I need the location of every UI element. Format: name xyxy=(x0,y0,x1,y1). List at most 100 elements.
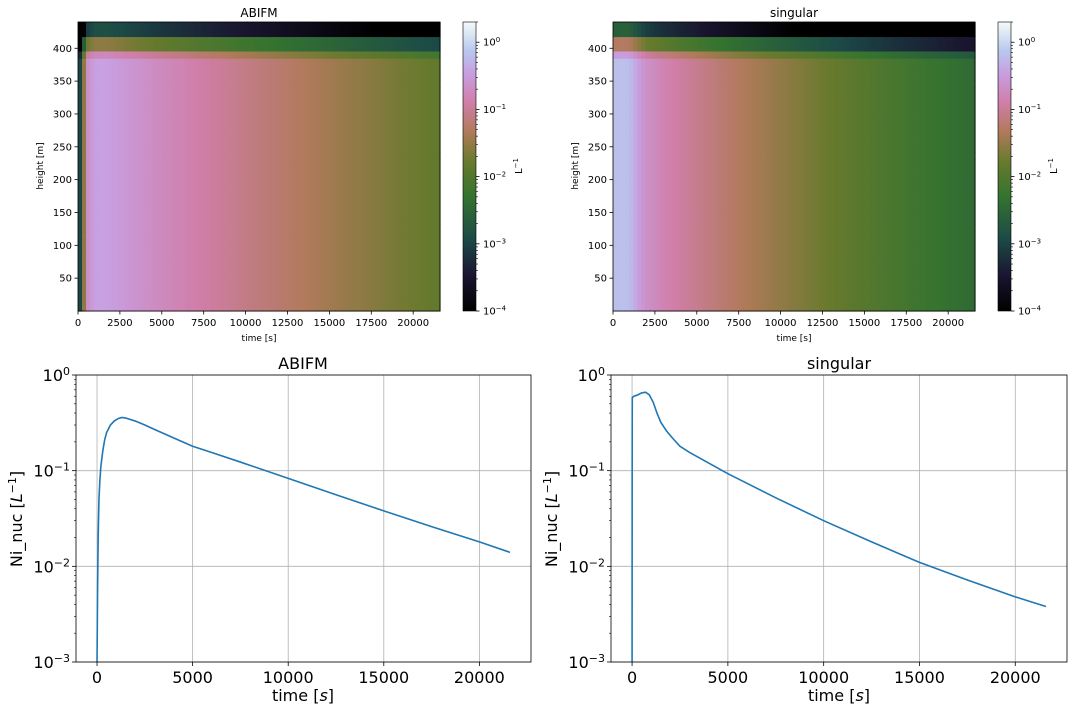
heatmap-cell xyxy=(106,267,111,276)
heatmap-cell xyxy=(238,36,244,45)
heatmap-cell xyxy=(970,303,976,312)
heatmap-cell xyxy=(822,267,827,276)
heatmap-cell xyxy=(142,238,147,247)
heatmap-cell xyxy=(794,245,799,254)
heatmap-cell xyxy=(399,65,405,74)
heatmap-cell xyxy=(866,245,872,254)
heatmap-cell xyxy=(303,29,308,38)
heatmap-cell xyxy=(134,296,139,305)
heatmap-cell xyxy=(158,123,164,131)
heatmap-cell xyxy=(259,58,264,66)
heatmap-cell xyxy=(741,303,747,312)
heatmap-cell xyxy=(383,65,389,74)
heatmap-cell xyxy=(874,267,880,276)
heatmap-cell xyxy=(391,296,397,305)
heatmap-cell xyxy=(271,130,276,139)
heatmap-cell xyxy=(170,123,176,131)
heatmap-cell xyxy=(387,29,393,38)
heatmap-cell xyxy=(745,296,751,305)
heatmap-cell xyxy=(158,173,164,182)
heatmap-cell xyxy=(218,224,224,233)
heatmap-cell xyxy=(637,267,642,276)
heatmap-cell xyxy=(303,137,308,146)
heatmap-cell xyxy=(818,231,823,240)
heatmap-cell xyxy=(395,267,401,276)
heatmap-cell xyxy=(395,289,401,298)
heatmap-cell xyxy=(174,303,180,312)
heatmap-cell xyxy=(966,296,972,305)
heatmap-cell xyxy=(118,188,123,196)
heatmap-cell xyxy=(962,238,968,247)
heatmap-cell xyxy=(230,22,236,30)
heatmap-cell xyxy=(323,224,328,233)
heatmap-cell xyxy=(319,144,324,153)
heatmap-cell xyxy=(254,195,260,204)
heatmap-cell xyxy=(629,267,634,276)
heatmap-cell xyxy=(769,209,775,218)
heatmap-cell xyxy=(287,29,292,38)
heatmap-cell xyxy=(271,72,276,81)
heatmap-cell xyxy=(202,50,208,59)
heatmap-cell xyxy=(415,94,421,103)
heatmap-cell xyxy=(419,87,425,95)
heatmap-cell xyxy=(222,79,228,88)
heatmap-cell xyxy=(665,282,670,290)
heatmap-cell xyxy=(299,253,304,262)
heatmap-cell xyxy=(198,159,204,168)
heatmap-cell xyxy=(423,65,429,74)
heatmap-cell xyxy=(82,209,87,218)
heatmap-cell xyxy=(685,303,691,312)
heatmap-cell xyxy=(802,303,807,312)
heatmap-cell xyxy=(685,238,691,247)
heatmap-cell xyxy=(359,195,365,204)
heatmap-cell xyxy=(371,274,377,283)
heatmap-cell xyxy=(431,123,437,131)
heatmap-cell xyxy=(681,289,686,298)
heatmap-cell xyxy=(174,195,180,204)
heatmap-cell xyxy=(363,137,369,146)
heatmap-cell xyxy=(331,137,337,146)
heatmap-cell xyxy=(222,58,228,66)
heatmap-cell xyxy=(242,209,248,218)
heatmap-cell xyxy=(942,303,948,312)
heatmap-cell xyxy=(202,166,208,175)
heatmap-cell xyxy=(617,274,622,283)
heatmap-cell xyxy=(351,166,357,175)
heatmap-cell xyxy=(98,217,103,225)
heatmap-cell xyxy=(902,209,908,218)
heatmap-cell xyxy=(773,224,779,233)
heatmap-cell xyxy=(170,130,176,139)
heatmap-cell xyxy=(435,94,441,103)
heatmap-cell xyxy=(375,289,381,298)
heatmap-cell xyxy=(166,180,172,189)
heatmap-cell xyxy=(966,238,972,247)
heatmap-cell xyxy=(411,238,417,247)
heatmap-cell xyxy=(86,22,91,30)
heatmap-cell xyxy=(259,188,264,196)
heatmap-cell xyxy=(431,65,437,74)
heatmap-cell xyxy=(222,137,228,146)
heatmap-cell xyxy=(415,209,421,218)
heatmap-cell xyxy=(218,87,224,95)
heatmap-cell xyxy=(633,224,638,233)
heatmap-cell xyxy=(190,22,196,30)
heatmap-cell xyxy=(311,115,316,124)
heatmap-cell xyxy=(403,180,409,189)
heatmap-cell xyxy=(214,123,220,131)
heatmap-cell xyxy=(375,253,381,262)
heatmap-cell xyxy=(363,65,369,74)
heatmap-cell xyxy=(818,267,823,276)
heatmap-cell xyxy=(126,253,131,262)
heatmap-cell xyxy=(78,22,83,30)
heatmap-cell xyxy=(230,180,236,189)
heatmap-cell xyxy=(150,238,156,247)
heatmap-cell xyxy=(753,289,759,298)
heatmap-cell xyxy=(182,152,188,160)
heatmap-cell xyxy=(411,296,417,305)
heatmap-cell xyxy=(926,231,932,240)
heatmap-cell xyxy=(170,29,176,38)
heatmap-cell xyxy=(242,202,248,211)
heatmap-cell xyxy=(226,267,232,276)
heatmap-cell xyxy=(351,195,357,204)
heatmap-cell xyxy=(158,29,164,38)
